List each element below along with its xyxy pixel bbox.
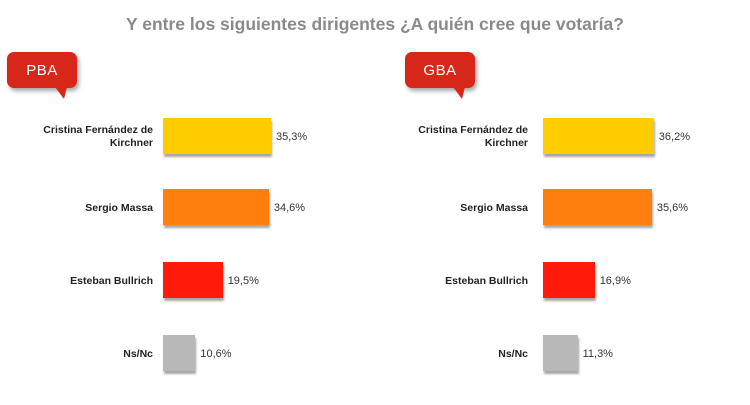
bar-row-pba: Ns/Nc 10,6% xyxy=(0,333,375,375)
region-badge-pba: PBA xyxy=(7,52,77,99)
category-label: Cristina Fernández de Kirchner xyxy=(43,124,153,149)
bar xyxy=(163,262,223,298)
value-label: 10,6% xyxy=(200,348,232,360)
bar-row-pba: Sergio Massa 34,6% xyxy=(0,187,375,229)
value-label: 16,9% xyxy=(599,275,631,287)
bar xyxy=(163,189,269,225)
panel-gba: GBA Cristina Fernández de Kirchner 36,2% S… xyxy=(375,0,750,405)
bar xyxy=(543,118,654,154)
category-label: Sergio Massa xyxy=(460,201,528,214)
bar-row-gba: Cristina Fernández de Kirchner 36,2% xyxy=(375,116,750,158)
bar xyxy=(543,189,652,225)
bar xyxy=(543,262,595,298)
value-label: 19,5% xyxy=(227,275,259,287)
bar-row-pba: Esteban Bullrich 19,5% xyxy=(0,260,375,302)
bar-row-gba: Sergio Massa 35,6% xyxy=(375,187,750,229)
category-label: Cristina Fernández de Kirchner xyxy=(418,124,528,149)
value-label: 34,6% xyxy=(273,202,306,214)
chart-title: Y entre los siguientes dirigentes ¿A qui… xyxy=(126,14,624,34)
panel-pba: PBA Cristina Fernández de Kirchner 35,3% S… xyxy=(0,52,375,375)
value-label: 35,6% xyxy=(656,202,689,214)
bar xyxy=(543,335,578,371)
value-label: 11,3% xyxy=(582,348,613,360)
category-label: Ns/Nc xyxy=(498,347,528,360)
category-label: Ns/Nc xyxy=(123,347,153,360)
value-label: 35,3% xyxy=(276,131,308,143)
value-label: 36,2% xyxy=(658,131,690,143)
bar xyxy=(163,118,271,154)
bar-row-gba: Ns/Nc 11,3% xyxy=(375,333,750,375)
category-label: Sergio Massa xyxy=(85,201,153,214)
region-badge-gba: GBA xyxy=(405,52,475,99)
bar xyxy=(163,335,196,371)
category-label: Esteban Bullrich xyxy=(445,274,528,287)
bar-row-gba: Esteban Bullrich 16,9% xyxy=(375,260,750,302)
category-label: Esteban Bullrich xyxy=(70,274,153,287)
bar-row-pba: Cristina Fernández de Kirchner 35,3% xyxy=(0,116,375,158)
